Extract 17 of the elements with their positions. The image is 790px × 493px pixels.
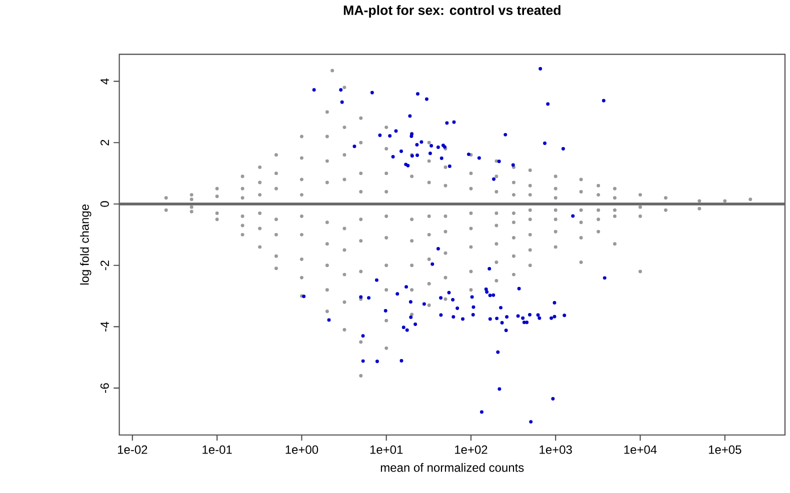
x-tick-label: 1e+02 [455,445,488,454]
chart-title: MA-plot for sex: control vs treated [344,5,560,18]
y-tick-label: -6 [100,383,109,393]
x-axis-title: mean of normalized counts [380,463,524,472]
x-tick-label: 1e+04 [624,445,657,454]
y-tick-label: 0 [100,201,109,207]
x-tick-label: 1e-01 [202,445,232,454]
x-tick-label: 1e-02 [118,445,148,454]
y-axis-title: log fold change [80,204,92,285]
x-tick-label: 1e+03 [540,445,572,454]
x-tick-label: 1e+05 [708,445,742,454]
y-tick-label: -2 [100,260,109,270]
x-tick-label: 1e+00 [286,445,318,454]
y-tick-label: 4 [100,78,109,84]
y-tick-label: -4 [100,322,109,332]
y-tick-label: 2 [100,140,109,146]
x-tick-label: 1e+01 [370,445,403,454]
